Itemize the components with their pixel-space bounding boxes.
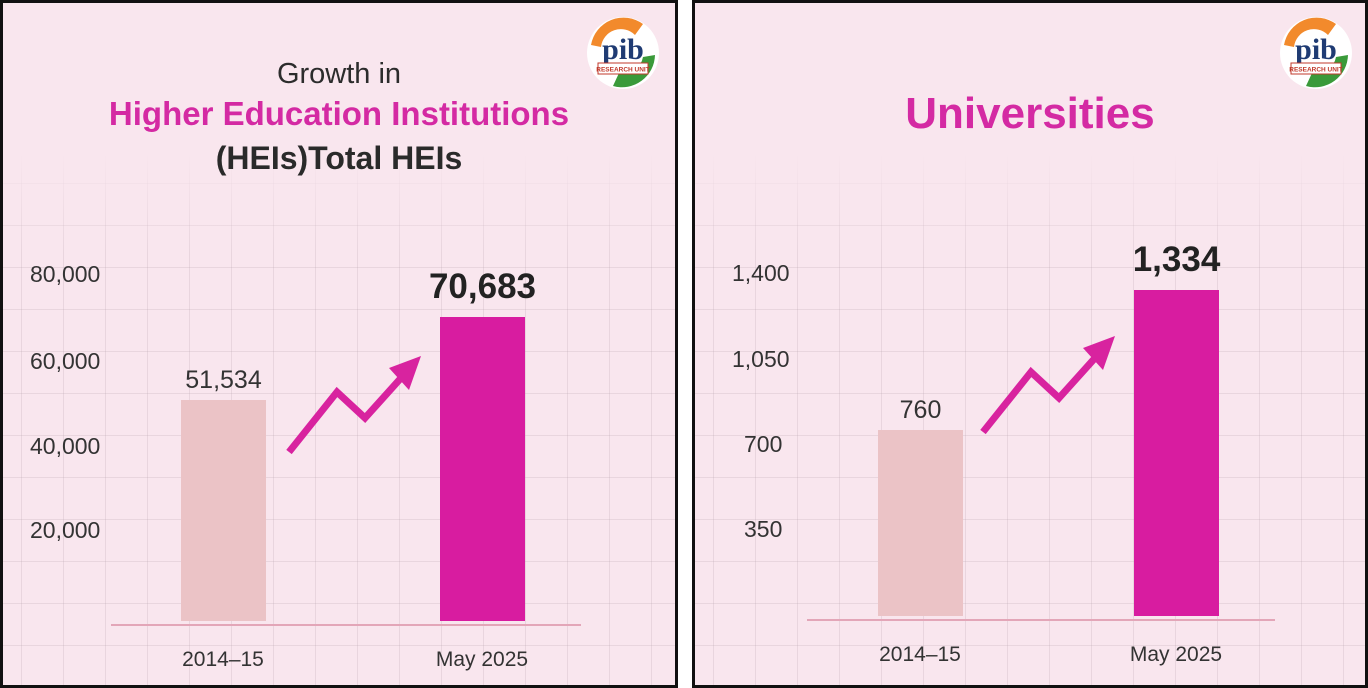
logo-subtext: RESEARCH UNIT — [596, 67, 649, 74]
x-tick-label: 2014–15 — [879, 643, 961, 666]
y-tick-label: 700 — [744, 431, 783, 457]
chart-title-line3: (HEIs)Total HEIs — [215, 140, 463, 176]
logo-subtext: RESEARCH UNIT — [1289, 67, 1342, 74]
bar-may-2025 — [440, 317, 525, 621]
logo-text: pib — [1295, 33, 1337, 66]
bar-2014-15 — [878, 430, 963, 616]
y-tick-label: 1,050 — [732, 346, 790, 372]
x-axis-baseline — [807, 619, 1275, 621]
bar-value-label-2014-15: 760 — [899, 396, 942, 425]
chart-title: Universities — [905, 89, 1155, 138]
bar-value-label-may-2025: 1,334 — [1132, 240, 1221, 280]
pib-logo-icon: pib RESEARCH UNIT — [1280, 17, 1352, 89]
growth-arrow-icon — [980, 336, 1115, 435]
x-tick-label: May 2025 — [435, 648, 529, 671]
chart-title-line2: Higher Education Institutions — [108, 95, 570, 132]
universities-chart-panel: pib RESEARCH UNIT Universities 350 700 1… — [692, 0, 1368, 688]
bar-value-label-may-2025: 70,683 — [428, 267, 537, 307]
bar-may-2025 — [1134, 290, 1219, 616]
pib-logo-icon: pib RESEARCH UNIT — [587, 17, 659, 89]
y-tick-label: 20,000 — [30, 517, 101, 543]
y-tick-label: 40,000 — [30, 433, 101, 459]
bar-value-label-2014-15: 51,534 — [185, 365, 262, 394]
x-tick-label: May 2025 — [1129, 643, 1223, 666]
x-axis-baseline — [111, 624, 581, 626]
bar-2014-15 — [181, 399, 266, 621]
y-tick-label: 1,400 — [732, 260, 790, 286]
logo-text: pib — [602, 33, 644, 66]
hei-chart-panel: pib RESEARCH UNIT Growth in Higher Educa… — [0, 0, 678, 688]
y-tick-label: 350 — [744, 516, 783, 542]
growth-arrow-icon — [286, 356, 421, 455]
x-tick-label: 2014–15 — [182, 648, 264, 671]
y-tick-label: 60,000 — [30, 348, 101, 374]
chart-title-line1: Growth in — [276, 58, 402, 90]
y-tick-label: 80,000 — [30, 261, 101, 287]
